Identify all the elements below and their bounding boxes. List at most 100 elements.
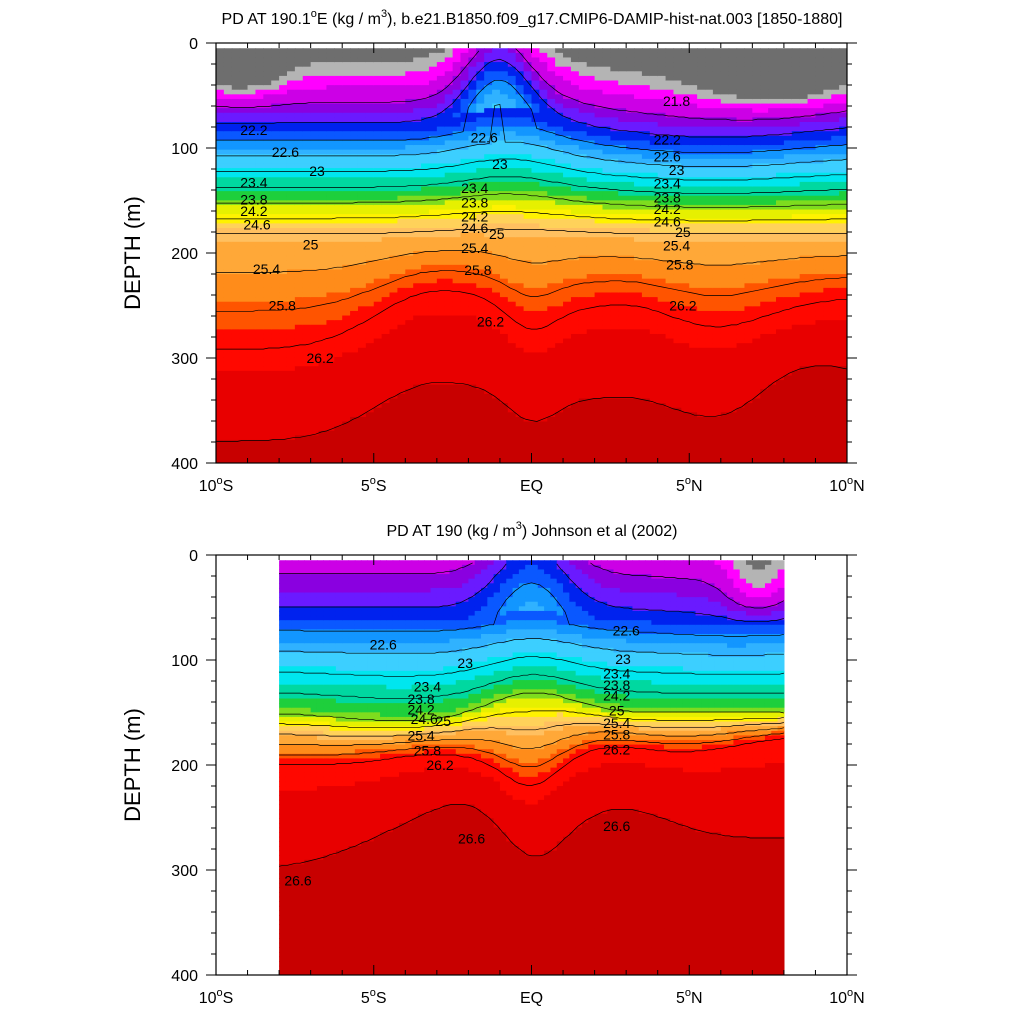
field-cell: [255, 357, 264, 363]
field-cell: [263, 283, 272, 289]
field-cell: [231, 52, 241, 59]
field-cell: [555, 324, 564, 330]
field-cell: [499, 361, 509, 367]
field-cell: [618, 85, 627, 91]
field-cell: [626, 121, 635, 128]
field-cell: [484, 366, 493, 372]
field-cell: [523, 140, 533, 146]
field-cell: [476, 412, 485, 418]
field-cell: [452, 310, 462, 317]
field-cell: [413, 255, 422, 261]
field-cell: [539, 172, 548, 178]
field-cell: [302, 320, 312, 326]
field-cell: [428, 333, 438, 340]
field-cell: [294, 126, 304, 132]
field-cell: [507, 458, 517, 463]
field-cell: [547, 251, 556, 257]
field-cell: [428, 172, 438, 178]
field-cell: [460, 241, 469, 248]
field-cell: [610, 352, 619, 358]
field-cell: [239, 232, 249, 238]
field-cell: [294, 209, 304, 215]
field-cell: [263, 85, 272, 91]
field-cell: [255, 435, 264, 441]
field-cell: [634, 269, 643, 275]
field-cell: [444, 246, 454, 252]
field-cell: [515, 149, 525, 155]
field-cell: [563, 366, 572, 372]
field-cell: [539, 214, 548, 220]
field-cell: [499, 154, 509, 160]
field-cell: [507, 444, 517, 450]
field-cell: [444, 85, 454, 91]
field-cell: [428, 48, 438, 54]
field-cell: [570, 135, 580, 142]
field-cell: [641, 126, 651, 132]
field-cell: [279, 389, 288, 395]
field-cell: [484, 453, 493, 459]
field-cell: [294, 117, 304, 123]
field-cell: [279, 181, 288, 188]
field-cell: [357, 62, 367, 68]
field-cell: [586, 108, 596, 114]
field-cell: [641, 403, 651, 409]
field-cell: [586, 131, 596, 137]
field-cell: [476, 269, 485, 275]
field-cell: [405, 389, 414, 395]
field-cell: [239, 204, 249, 211]
field-cell: [397, 126, 406, 132]
field-cell: [413, 260, 422, 266]
field-cell: [492, 80, 501, 86]
field-cell: [373, 324, 383, 330]
field-cell: [381, 357, 391, 363]
field-cell: [421, 140, 430, 146]
field-cell: [405, 366, 414, 372]
field-cell: [468, 403, 477, 409]
field-cell: [239, 131, 249, 137]
field-cell: [531, 186, 540, 192]
field-cell: [586, 398, 596, 404]
field-cell: [428, 168, 438, 174]
field-cell: [634, 439, 643, 446]
field-cell: [279, 62, 288, 68]
field-cell: [302, 375, 312, 381]
field-cell: [318, 426, 328, 432]
field-cell: [381, 412, 391, 418]
field-cell: [436, 241, 446, 248]
field-cell: [413, 89, 422, 95]
field-cell: [279, 223, 288, 229]
field-cell: [389, 177, 399, 183]
field-cell: [476, 403, 485, 409]
field-cell: [405, 177, 414, 183]
field-cell: [515, 426, 525, 432]
field-cell: [294, 149, 304, 155]
field-cell: [350, 172, 359, 178]
field-cell: [563, 453, 572, 459]
field-cell: [610, 163, 619, 169]
field-cell: [247, 112, 257, 118]
field-cell: [539, 158, 548, 165]
field-cell: [602, 324, 611, 330]
field-cell: [523, 121, 533, 128]
field-cell: [547, 301, 556, 307]
field-cell: [381, 430, 391, 436]
field-cell: [279, 140, 288, 146]
field-cell: [641, 117, 651, 123]
field-cell: [334, 361, 343, 367]
field-cell: [247, 310, 257, 317]
field-cell: [294, 154, 304, 160]
field-cell: [381, 108, 391, 114]
field-cell: [507, 75, 517, 82]
field-cell: [602, 89, 611, 95]
field-cell: [334, 52, 343, 59]
field-cell: [649, 218, 659, 224]
field-cell: [373, 384, 383, 390]
field-cell: [223, 149, 233, 155]
field-cell: [405, 255, 414, 261]
field-cell: [555, 444, 564, 450]
field-cell: [334, 246, 343, 252]
field-cell: [460, 260, 469, 266]
field-cell: [357, 117, 367, 123]
field-cell: [310, 320, 320, 326]
field-cell: [507, 186, 517, 192]
